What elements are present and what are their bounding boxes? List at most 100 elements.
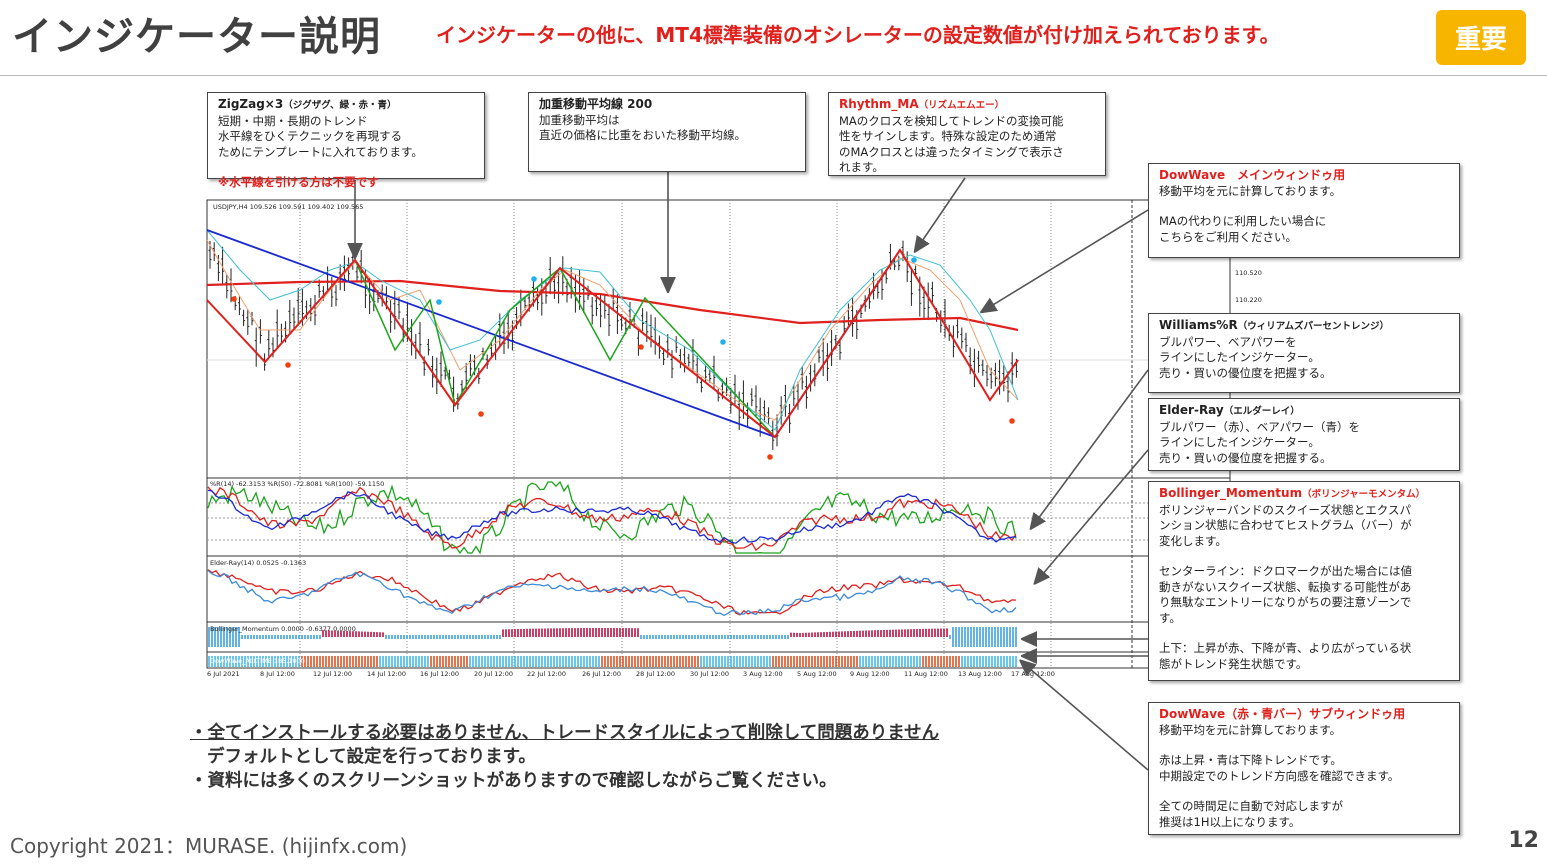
copyright: Copyright 2021：MURASE. (hijinfx.com)	[10, 834, 408, 858]
oscillator-line	[207, 486, 1017, 552]
callout-line: 水平線をひくテクニックを再現する	[218, 129, 402, 143]
date-label: 30 Jul 12:00	[690, 670, 729, 678]
oscillators	[207, 480, 1230, 617]
oscillator-line	[207, 569, 1017, 617]
callout-line: 上下：上昇が赤、下降が青、より広がっている状	[1159, 641, 1412, 655]
date-label: 20 Jul 12:00	[474, 670, 513, 678]
callout-line: 移動平均を元に計算しております。	[1159, 722, 1342, 737]
callout-paragraph: 移動平均を元に計算しております。	[1159, 184, 1449, 200]
callout-title: Williams%R（ウィリアムズパーセントレンジ）	[1159, 318, 1449, 335]
callout-paragraph: MAのクロスを検知してトレンドの変換可能 性をサインします。特殊な設定のため通常の…	[839, 114, 1095, 176]
callout-title-main: ZigZag×3	[218, 97, 284, 111]
callout-paragraph: ブルパワー（赤）、ベアパワー（青）を ラインにしたインジケーター。 売り・買いの優位…	[1159, 420, 1449, 467]
callout-line: 直近の価格に比重をおいた移動平均線。	[539, 128, 746, 142]
panel-label: %R(14) -62.3153 %R(50) -72.8081 %R(100) …	[210, 480, 384, 488]
callout-line: ンション状態に合わせてヒストグラム（バー）が	[1159, 518, 1412, 532]
callout-title-main: Elder-Ray	[1159, 403, 1224, 417]
callout: ZigZag×3（ジグザグ、緑・赤・青） 短期・中期・長期のトレンド 水平線をひくテ…	[207, 92, 485, 189]
callout-title: DowWave メインウィンドゥ用	[1159, 168, 1449, 184]
callout-paragraph: 移動平均を元に計算しております。	[1159, 723, 1449, 739]
callout: DowWave メインウィンドゥ用 移動平均を元に計算しております。 MAの代わりに…	[1148, 163, 1460, 258]
callout: 加重移動平均線 200 加重移動平均は 直近の価格に比重をおいた移動平均線。	[528, 92, 806, 172]
callout: Rhythm_MA（リズムエムエー） MAのクロスを検知してトレンドの変換可能 性を…	[828, 92, 1106, 176]
date-label: 22 Jul 12:00	[527, 670, 566, 678]
callout-line: MAのクロスを検知してトレンドの変換可能	[839, 113, 1064, 128]
header-rule	[0, 75, 1547, 76]
callout-line: 短期・中期・長期のトレンド	[218, 113, 368, 128]
callout-line: ラインにしたインジケーター。	[1159, 435, 1320, 449]
page-number: 12	[1508, 828, 1539, 853]
callout-title: DowWave（赤・青バー）サブウィンドゥ用	[1159, 707, 1449, 723]
date-label: 5 Aug 12:00	[797, 670, 837, 678]
callout: DowWave（赤・青バー）サブウィンドゥ用 移動平均を元に計算しております。赤は…	[1148, 702, 1460, 835]
callout-line: 変化します。	[1159, 533, 1227, 548]
date-label: 13 Aug 12:00	[958, 670, 1002, 678]
callout-line: れます。	[839, 160, 884, 174]
callout-title: ZigZag×3（ジグザグ、緑・赤・青）	[218, 97, 474, 114]
arrows	[355, 172, 1149, 771]
rhythm-ma-fast	[206, 229, 1019, 431]
callout-line: す。	[1159, 610, 1181, 625]
callout-title: Elder-Ray（エルダーレイ）	[1159, 403, 1449, 420]
callout-line: こちらをご利用ください。	[1159, 229, 1297, 244]
callout-title: Rhythm_MA（リズムエムエー）	[839, 97, 1095, 114]
callout: Bollinger_Momentum（ボリンジャーモメンタム） ボリンジャーバンド…	[1148, 481, 1460, 681]
callout: Elder-Ray（エルダーレイ） ブルパワー（赤）、ベアパワー（青）を ラインにし…	[1148, 398, 1460, 471]
callout-title-main: Bollinger_Momentum	[1159, 486, 1303, 500]
callout-line: 性をサインします。特殊な設定のため通常	[839, 129, 1057, 143]
note: デフォルトとして設定を行っております。	[207, 747, 536, 767]
callout-title: 加重移動平均線 200	[539, 97, 795, 113]
callout-paragraph: 加重移動平均は 直近の価格に比重をおいた移動平均線。	[539, 113, 795, 144]
callout-paragraph: センターライン：ドクロマークが出た場合には値 動きがないスクイーズ状態、転換する可…	[1159, 564, 1449, 626]
callout-paragraph: 上下：上昇が赤、下降が青、より広がっている状 態がトレンド発生状態です。	[1159, 641, 1449, 672]
callout-title: Bollinger_Momentum（ボリンジャーモメンタム）	[1159, 486, 1449, 503]
callout-title-main: Rhythm_MA	[839, 97, 919, 111]
date-label: 3 Aug 12:00	[743, 670, 783, 678]
slide-subtitle: インジケーターの他に、MT4標準装備のオシレーターの設定数値が付け加えられており…	[436, 23, 1280, 47]
callout-note: ※水平線を引ける方は不要です	[218, 175, 379, 189]
callout-title-main: DowWave（赤・青バー）サブウィンドゥ用	[1159, 707, 1406, 721]
screenshot-frame	[206, 199, 1231, 669]
callout-line: のMAクロスとは違ったタイミングで表示さ	[839, 144, 1064, 159]
date-label: 11 Aug 12:00	[904, 670, 948, 678]
callout-title-sub: （エルダーレイ）	[1223, 406, 1300, 417]
callout-line: 売り・買いの優位度を把握する。	[1159, 365, 1332, 380]
slide-title: インジケーター説明	[12, 14, 381, 60]
callout-paragraph: ブルパワー、ベアパワーを ラインにしたインジケーター。 売り・買いの優位度を把握する…	[1159, 335, 1449, 382]
callout-line: ラインにしたインジケーター。	[1159, 350, 1320, 364]
callout-line: り無駄なエントリーになりがちの要注意ゾーンで	[1159, 595, 1412, 609]
bollinger-histogram	[208, 627, 1017, 647]
callout-paragraph: ボリンジャーバンドのスクイーズ状態とエクスパ ンション状態に合わせてヒストグラム（…	[1159, 503, 1449, 550]
callout: Williams%R（ウィリアムズパーセントレンジ） ブルパワー、ベアパワーを ライ…	[1148, 313, 1460, 393]
callout-line: ブルパワー、ベアパワーを	[1159, 334, 1297, 349]
screenshot-labels: USDJPY,H4 109.526 109.591 109.402 109.56…	[207, 203, 1262, 678]
note: ・資料には多くのスクリーンショットがありますので確認しながらご覧ください。	[190, 771, 837, 791]
callout-title-main: 加重移動平均線 200	[539, 97, 653, 111]
callout-title-sub: （ボリンジャーモメンタム）	[1302, 489, 1426, 500]
callout-paragraph: MAの代わりに利用したい場合に こちらをご利用ください。	[1159, 214, 1449, 245]
screenshot-grid	[299, 200, 1133, 668]
callout-line: ボリンジャーバンドのスクイーズ状態とエクスパ	[1159, 502, 1411, 517]
callout-line: ためにテンプレートに入れております。	[218, 144, 423, 159]
symbol-label: USDJPY,H4 109.526 109.591 109.402 109.56…	[213, 203, 363, 211]
oscillator-line	[207, 480, 1017, 555]
callout-paragraph: 赤は上昇・青は下降トレンドです。 中期設定でのトレンド方向感を確認できます。	[1159, 753, 1449, 784]
price-label: 110.520	[1235, 269, 1262, 277]
rhythm-ma-slow	[206, 239, 1019, 421]
price-label: 110.220	[1235, 296, 1262, 304]
date-label: 6 Jul 2021	[207, 670, 240, 678]
date-label: 28 Jul 12:00	[636, 670, 675, 678]
dowwave-bars	[208, 656, 1017, 667]
callout-line: 全ての時間足に自動で対応しますが	[1159, 799, 1343, 813]
callout-title-sub: （リズムエムエー）	[918, 100, 1005, 111]
callout-line: 動きがないスクイーズ状態、転換する可能性があ	[1159, 579, 1412, 594]
date-label: 9 Aug 12:00	[850, 670, 890, 678]
date-label: 8 Jul 12:00	[260, 670, 295, 678]
badge: 重要	[1436, 10, 1526, 65]
callout-line: MAの代わりに利用したい場合に	[1159, 214, 1327, 228]
notes: ・全てインストールする必要はありません、トレードスタイルによって削除して問題あり…	[190, 721, 939, 793]
note: ・全てインストールする必要はありません、トレードスタイルによって削除して問題あり…	[190, 723, 940, 743]
callout-title-sub: （ジグザグ、緑・赤・青）	[283, 100, 397, 111]
